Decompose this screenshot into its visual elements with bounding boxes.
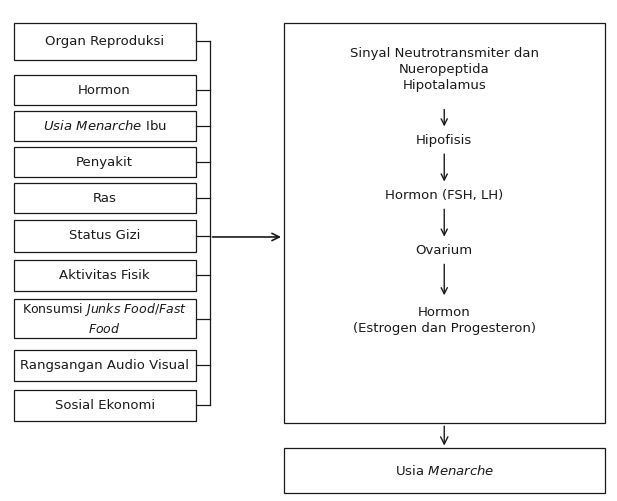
Text: Konsumsi $\it{Junks\ Food/Fast}$
$\it{Food}$: Konsumsi $\it{Junks\ Food/Fast}$ $\it{Fo…	[22, 302, 187, 336]
Bar	[14, 23, 196, 60]
Bar	[14, 75, 196, 105]
Text: Hormon: Hormon	[78, 84, 131, 97]
Text: Hormon
(Estrogen dan Progesteron): Hormon (Estrogen dan Progesteron)	[353, 306, 536, 335]
Text: Organ Reproduksi: Organ Reproduksi	[45, 35, 164, 48]
Bar	[284, 448, 605, 493]
Bar	[14, 350, 196, 381]
Text: Sosial Ekonomi: Sosial Ekonomi	[54, 399, 155, 412]
Bar	[14, 111, 196, 141]
Bar	[14, 390, 196, 421]
Text: Hipofisis: Hipofisis	[416, 134, 473, 147]
Text: Aktivitas Fisik: Aktivitas Fisik	[59, 269, 150, 282]
Bar	[14, 299, 196, 338]
Text: Status Gizi: Status Gizi	[69, 229, 140, 242]
Bar	[14, 260, 196, 291]
Text: Penyakit: Penyakit	[76, 156, 133, 169]
Text: Sinyal Neutrotransmiter dan
Nueropeptida
Hipotalamus: Sinyal Neutrotransmiter dan Nueropeptida…	[350, 47, 539, 92]
Text: Ras: Ras	[93, 192, 117, 205]
Bar	[14, 147, 196, 177]
Bar	[14, 183, 196, 213]
Text: Ovarium: Ovarium	[416, 244, 473, 257]
Bar	[14, 220, 196, 252]
Text: Usia $\it{Menarche}$: Usia $\it{Menarche}$	[394, 464, 494, 478]
Text: Hormon (FSH, LH): Hormon (FSH, LH)	[385, 189, 503, 202]
Text: Rangsangan Audio Visual: Rangsangan Audio Visual	[20, 359, 189, 372]
Text: $\it{Usia\ Menarche}$ Ibu: $\it{Usia\ Menarche}$ Ibu	[43, 119, 167, 133]
Bar	[284, 23, 605, 423]
